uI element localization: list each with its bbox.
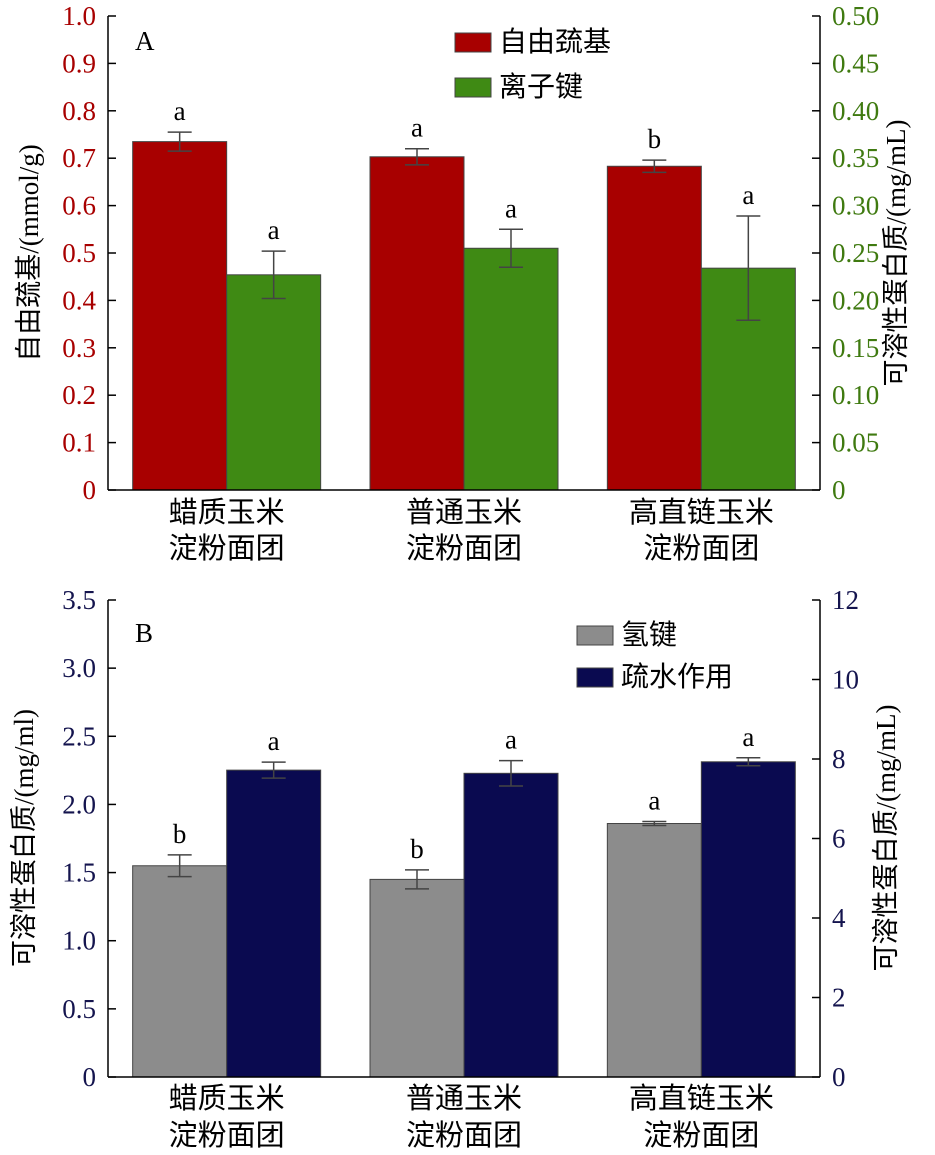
significance-label: a [411,113,423,143]
legend-swatch [576,667,614,688]
category-label: 蜡质玉米 [169,1082,285,1115]
significance-label: b [173,819,187,849]
left-axis-title: 可溶性蛋白质/(mg/ml) [9,709,39,967]
legend-label: 离子键 [499,71,583,103]
right-tick-label: 0.15 [832,333,879,363]
category-label: 蜡质玉米 [169,496,285,529]
significance-label: a [742,180,754,210]
right-tick-label: 0.10 [832,380,879,410]
right-tick-label: 0.45 [832,48,879,78]
legend-swatch [454,32,492,53]
left-tick-label: 0.5 [62,238,96,268]
significance-label: a [268,726,280,756]
category-label: 淀粉面团 [406,1119,522,1152]
right-tick-label: 12 [832,585,859,615]
category-label: 淀粉面团 [169,532,285,565]
right-tick-label: 8 [832,744,846,774]
bar [132,865,228,1078]
right-tick-label: 0 [832,1062,846,1092]
bar [606,823,702,1078]
category-label: 高直链玉米 [629,496,774,529]
category-label: 普通玉米 [406,496,522,529]
right-axis-title: 可溶性蛋白质/(mg/mL) [871,705,901,972]
legend-swatch [576,625,614,646]
category-label: 淀粉面团 [643,1119,759,1152]
left-tick-label: 1.5 [62,858,96,888]
significance-label: a [648,785,660,815]
right-tick-label: 0.30 [832,191,879,221]
bar [700,761,796,1078]
category-label: 普通玉米 [406,1082,522,1115]
significance-label: a [505,193,517,223]
right-tick-label: 2 [832,983,846,1013]
right-tick-label: 10 [832,665,859,695]
right-axis-title: 可溶性蛋白质/(mg/mL) [881,120,911,387]
right-tick-label: 0.20 [832,285,879,315]
right-tick-label: 0.25 [832,238,879,268]
significance-label: a [505,725,517,755]
legend-swatch [454,77,492,98]
significance-label: a [268,215,280,245]
bar [463,247,559,491]
right-tick-label: 4 [832,903,846,933]
bar [226,769,322,1078]
left-tick-label: 0.3 [62,333,96,363]
left-tick-label: 0.2 [62,380,96,410]
panel-label-b: B [135,618,153,648]
left-tick-label: 0.7 [62,143,96,173]
right-tick-label: 0.35 [832,143,879,173]
right-tick-label: 0.05 [832,428,879,458]
left-tick-label: 0.5 [62,994,96,1024]
left-tick-label: 3.0 [62,653,96,683]
bar [606,165,702,491]
bar [132,141,228,491]
category-label: 淀粉面团 [406,532,522,565]
legend-label: 疏水作用 [621,661,733,693]
left-tick-label: 0 [83,1062,97,1092]
bar [369,878,465,1078]
right-tick-label: 0.40 [832,96,879,126]
legend-label: 氢键 [621,619,677,651]
category-label: 淀粉面团 [643,532,759,565]
left-axis-title: 自由巯基/(mmol/g) [14,144,44,362]
legend-label: 自由巯基 [499,26,611,58]
significance-label: b [410,834,424,864]
right-tick-label: 0 [832,475,846,505]
category-label: 高直链玉米 [629,1082,774,1115]
panel-a: A aa蜡质玉米淀粉面团aa普通玉米淀粉面团ba高直链玉米淀粉面团00.10.2… [14,1,911,565]
right-tick-label: 6 [832,824,846,854]
right-tick-label: 0.50 [832,1,879,31]
significance-label: a [742,722,754,752]
left-tick-label: 3.5 [62,585,96,615]
left-tick-label: 0.9 [62,48,96,78]
left-tick-label: 1.0 [62,1,96,31]
bar [369,156,465,491]
left-tick-label: 0.8 [62,96,96,126]
left-tick-label: 1.0 [62,926,96,956]
left-tick-label: 2.0 [62,789,96,819]
left-tick-label: 2.5 [62,721,96,751]
category-label: 淀粉面团 [169,1119,285,1152]
bar [463,772,559,1078]
left-tick-label: 0.6 [62,191,96,221]
significance-label: a [174,96,186,126]
panel-label-a: A [135,26,155,56]
left-tick-label: 0.4 [62,285,96,315]
left-tick-label: 0 [83,475,97,505]
left-tick-label: 0.1 [62,428,96,458]
significance-label: b [648,124,662,154]
bar [226,274,322,491]
